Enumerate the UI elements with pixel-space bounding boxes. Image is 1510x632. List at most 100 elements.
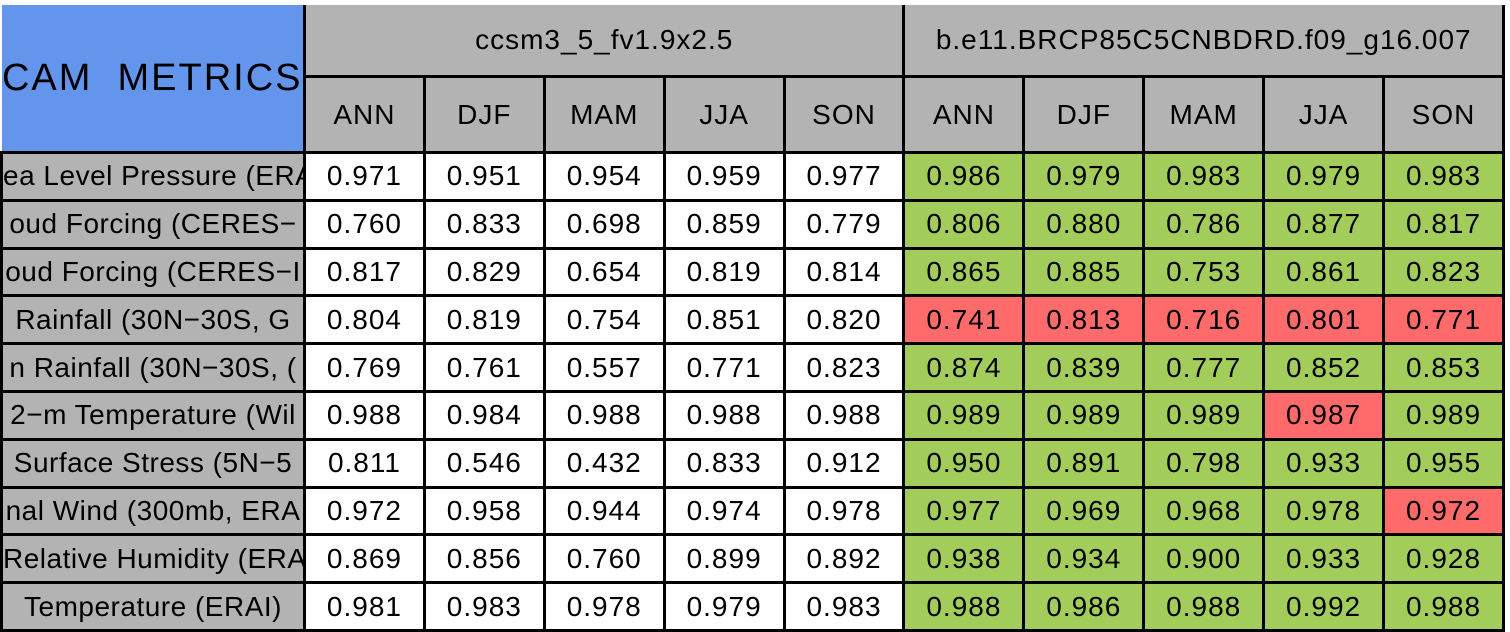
- metric-value-cell: 0.761: [422, 342, 546, 393]
- metric-value-cell: 0.865: [902, 246, 1026, 298]
- metric-value-cell: 0.972: [1382, 485, 1505, 537]
- metric-value-cell: 0.988: [902, 581, 1026, 632]
- metric-value-cell: 0.804: [303, 294, 426, 346]
- metric-value-cell: 0.977: [782, 151, 906, 202]
- metric-value-cell: 0.988: [303, 389, 426, 441]
- metric-value-cell: 0.819: [662, 246, 786, 298]
- table-row: nal Wind (300mb, ERA 0.972 0.958 0.944 0…: [0, 485, 1505, 537]
- metric-value-cell: 0.899: [662, 533, 786, 585]
- table-row: Surface Stress (5N−5 0.811 0.546 0.432 0…: [0, 437, 1505, 489]
- table-row: Temperature (ERAI) 0.981 0.983 0.978 0.9…: [0, 581, 1505, 632]
- metric-value-cell: 0.814: [782, 246, 906, 298]
- metric-value-cell: 0.955: [1382, 437, 1505, 489]
- metric-value-cell: 0.988: [1142, 581, 1266, 632]
- metric-value-cell: 0.861: [1262, 246, 1386, 298]
- metric-value-cell: 0.984: [422, 389, 546, 441]
- metric-value-cell: 0.798: [1142, 437, 1266, 489]
- table-row: Rainfall (30N−30S, G 0.804 0.819 0.754 0…: [0, 294, 1505, 346]
- metric-value-cell: 0.892: [782, 533, 906, 585]
- table-row: 2−m Temperature (Wil 0.988 0.984 0.988 0…: [0, 389, 1505, 441]
- metric-value-cell: 0.859: [662, 198, 786, 250]
- season-header: DJF: [1022, 75, 1146, 154]
- metric-value-cell: 0.546: [422, 437, 546, 489]
- metric-value-cell: 0.986: [1022, 581, 1146, 632]
- row-label: Temperature (ERAI): [0, 581, 306, 632]
- table-row: n Rainfall (30N−30S, ( 0.769 0.761 0.557…: [0, 342, 1505, 393]
- metric-value-cell: 0.979: [662, 581, 786, 632]
- metric-value-cell: 0.978: [542, 581, 666, 632]
- metric-value-cell: 0.986: [902, 151, 1026, 202]
- metric-value-cell: 0.779: [782, 198, 906, 250]
- row-label: Rainfall (30N−30S, G: [0, 294, 306, 346]
- table-row: Relative Humidity (ERAI 0.869 0.856 0.76…: [0, 533, 1505, 585]
- metric-value-cell: 0.771: [1382, 294, 1505, 346]
- metric-value-cell: 0.992: [1262, 581, 1386, 632]
- metric-value-cell: 0.981: [303, 581, 426, 632]
- metric-value-cell: 0.974: [662, 485, 786, 537]
- metric-value-cell: 0.833: [662, 437, 786, 489]
- metric-value-cell: 0.969: [1022, 485, 1146, 537]
- metric-value-cell: 0.933: [1262, 533, 1386, 585]
- metric-value-cell: 0.432: [542, 437, 666, 489]
- season-header-row: ANN DJF MAM JJA SON ANN DJF MAM JJA SON: [2, 75, 1505, 154]
- metric-value-cell: 0.760: [542, 533, 666, 585]
- season-header: JJA: [1262, 75, 1386, 154]
- metric-value-cell: 0.813: [1022, 294, 1146, 346]
- metric-value-cell: 0.978: [1262, 485, 1386, 537]
- metric-value-cell: 0.988: [662, 389, 786, 441]
- metric-value-cell: 0.741: [902, 294, 1026, 346]
- metric-value-cell: 0.557: [542, 342, 666, 393]
- metric-value-cell: 0.877: [1262, 198, 1386, 250]
- metric-value-cell: 0.654: [542, 246, 666, 298]
- metric-value-cell: 0.950: [902, 437, 1026, 489]
- metric-value-cell: 0.988: [542, 389, 666, 441]
- metric-value-cell: 0.958: [422, 485, 546, 537]
- metric-value-cell: 0.811: [303, 437, 426, 489]
- metric-value-cell: 0.933: [1262, 437, 1386, 489]
- season-header: MAM: [542, 75, 666, 154]
- metric-value-cell: 0.977: [902, 485, 1026, 537]
- metric-value-cell: 0.900: [1142, 533, 1266, 585]
- metric-value-cell: 0.817: [303, 246, 426, 298]
- metric-value-cell: 0.989: [1022, 389, 1146, 441]
- metric-value-cell: 0.951: [422, 151, 546, 202]
- metric-value-cell: 0.823: [1382, 246, 1505, 298]
- metric-value-cell: 0.983: [1142, 151, 1266, 202]
- model1-name: ccsm3_5_fv1.9x2.5: [302, 5, 906, 78]
- metric-value-cell: 0.856: [422, 533, 546, 585]
- row-label: oud Forcing (CERES−I: [0, 246, 306, 298]
- metric-value-cell: 0.983: [782, 581, 906, 632]
- metric-value-cell: 0.988: [1382, 581, 1505, 632]
- row-label: 2−m Temperature (Wil: [0, 389, 306, 441]
- metric-value-cell: 0.928: [1382, 533, 1505, 585]
- metric-value-cell: 0.983: [1382, 151, 1505, 202]
- metric-value-cell: 0.819: [422, 294, 546, 346]
- season-header: JJA: [662, 75, 786, 154]
- metric-value-cell: 0.753: [1142, 246, 1266, 298]
- metric-value-cell: 0.817: [1382, 198, 1505, 250]
- row-label: oud Forcing (CERES−: [0, 198, 306, 250]
- metric-value-cell: 0.978: [782, 485, 906, 537]
- metric-value-cell: 0.959: [662, 151, 786, 202]
- model-header-row: CAM METRICS ccsm3_5_fv1.9x2.5 b.e11.BRCP…: [1, 5, 1505, 154]
- metric-value-cell: 0.874: [902, 342, 1026, 393]
- metric-value-cell: 0.771: [662, 342, 786, 393]
- metric-value-cell: 0.716: [1142, 294, 1266, 346]
- row-label: Relative Humidity (ERAI: [0, 533, 306, 585]
- metric-value-cell: 0.777: [1142, 342, 1266, 393]
- metric-value-cell: 0.954: [542, 151, 666, 202]
- metric-value-cell: 0.944: [542, 485, 666, 537]
- metric-value-cell: 0.853: [1382, 342, 1505, 393]
- season-header: MAM: [1142, 75, 1266, 154]
- cam-metrics-table: CAM METRICS ccsm3_5_fv1.9x2.5 b.e11.BRCP…: [0, 5, 1505, 632]
- metric-value-cell: 0.988: [782, 389, 906, 441]
- metric-value-cell: 0.801: [1262, 294, 1386, 346]
- metric-value-cell: 0.769: [303, 342, 426, 393]
- metric-value-cell: 0.987: [1262, 389, 1386, 441]
- metric-value-cell: 0.989: [1142, 389, 1266, 441]
- metric-value-cell: 0.760: [303, 198, 426, 250]
- metric-value-cell: 0.833: [422, 198, 546, 250]
- metric-value-cell: 0.912: [782, 437, 906, 489]
- metric-value-cell: 0.852: [1262, 342, 1386, 393]
- model2-name: b.e11.BRCP85C5CNBDRD.f09_g16.007: [902, 5, 1505, 78]
